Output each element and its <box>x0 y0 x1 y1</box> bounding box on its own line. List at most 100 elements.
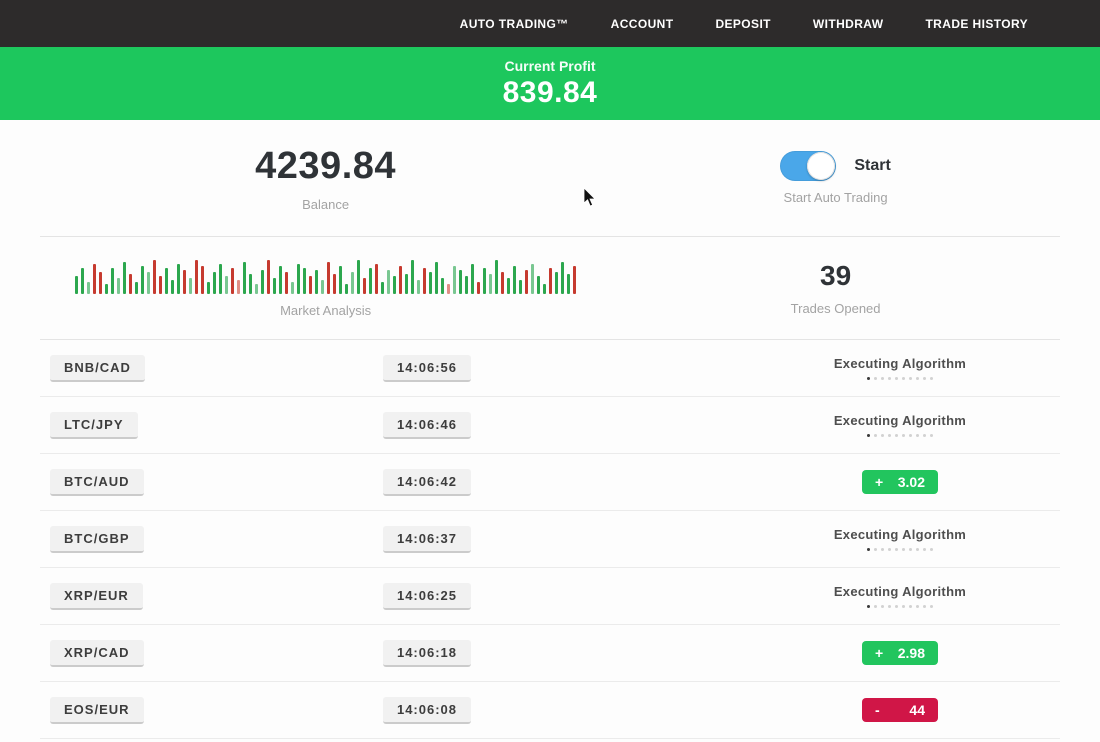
market-bar <box>123 262 127 294</box>
pair-badge: XRP/CAD <box>50 639 144 667</box>
market-bar <box>303 268 307 294</box>
trade-result-badge: - 44 <box>862 698 938 722</box>
trades-opened-value: 39 <box>820 260 852 291</box>
result-value: 44 <box>909 702 925 718</box>
trade-result-badge: +3.02 <box>862 470 938 494</box>
market-bar <box>141 266 145 294</box>
market-bar <box>87 282 91 294</box>
market-bar <box>369 268 373 294</box>
market-bar <box>153 260 157 294</box>
market-bar <box>225 276 229 294</box>
market-bar <box>549 268 553 294</box>
nav-account[interactable]: ACCOUNT <box>610 16 674 31</box>
pair-badge: EOS/EUR <box>50 696 144 724</box>
market-bar <box>513 266 517 294</box>
pair-badge: BTC/AUD <box>50 468 144 496</box>
trade-row: LTC/JPY 14:06:46 Executing Algorithm <box>40 397 1060 454</box>
market-bar <box>219 264 223 294</box>
nav-trade-history[interactable]: TRADE HISTORY <box>925 16 1028 31</box>
market-bar <box>297 264 301 294</box>
balance-label: Balance <box>302 196 350 212</box>
toggle-knob <box>807 152 836 180</box>
result-value: 3.02 <box>897 474 925 490</box>
market-bar <box>249 274 253 294</box>
trade-time-badge: 14:06:37 <box>382 525 472 553</box>
market-analysis-label: Market Analysis <box>280 303 372 318</box>
result-value: 2.98 <box>897 645 925 661</box>
trade-time-badge: 14:06:46 <box>382 411 472 439</box>
market-bar <box>435 262 439 294</box>
market-bar <box>339 266 343 294</box>
market-bar <box>495 260 499 294</box>
nav-auto-trading[interactable]: AUTO TRADING™ <box>459 16 569 31</box>
market-bar <box>447 284 451 294</box>
nav-deposit[interactable]: DEPOSIT <box>715 16 771 31</box>
market-bar <box>195 260 199 294</box>
market-bar <box>147 272 151 294</box>
market-analysis-chart <box>75 258 577 294</box>
trade-time-badge: 14:06:25 <box>382 582 472 610</box>
market-analysis-stat: Market Analysis <box>40 237 611 339</box>
market-bar <box>129 274 133 294</box>
progress-dots <box>867 377 933 380</box>
market-bar <box>381 282 385 294</box>
market-bar <box>555 272 559 294</box>
market-bar <box>387 270 391 294</box>
market-bar <box>483 268 487 294</box>
start-auto-trading-label: Start Auto Trading <box>783 190 888 205</box>
start-auto-trading-toggle[interactable] <box>780 151 837 181</box>
market-bar <box>573 266 577 294</box>
current-profit-label: Current Profit <box>504 57 596 74</box>
market-bar <box>471 264 475 294</box>
pair-badge: BTC/GBP <box>50 525 144 553</box>
top-navigation: AUTO TRADING™ ACCOUNT DEPOSIT WITHDRAW T… <box>0 0 1100 47</box>
market-bar <box>117 278 121 294</box>
trade-row: BTC/AUD 14:06:42 +3.02 <box>40 454 1060 511</box>
market-bar <box>423 268 427 294</box>
market-bar <box>417 280 421 294</box>
market-bar <box>531 264 535 294</box>
progress-dots <box>867 605 933 608</box>
market-bar <box>93 264 97 294</box>
market-analysis-section: Market Analysis 39 Trades Opened <box>40 237 1060 340</box>
market-bar <box>135 282 139 294</box>
trade-time-badge: 14:06:56 <box>382 354 472 382</box>
market-bar <box>345 284 349 294</box>
market-bar <box>429 272 433 294</box>
market-bar <box>111 268 115 294</box>
market-bar <box>399 266 403 294</box>
start-toggle-label: Start <box>854 157 891 174</box>
market-bar <box>567 274 571 294</box>
current-profit-value: 839.84 <box>502 75 598 109</box>
market-bar <box>207 282 211 294</box>
market-bar <box>351 272 355 294</box>
trades-opened-label: Trades Opened <box>790 301 881 316</box>
nav-withdraw[interactable]: WITHDRAW <box>812 16 884 31</box>
auto-trading-stat: Start Start Auto Trading <box>611 120 1060 236</box>
executing-algorithm-label: Executing Algorithm <box>833 413 967 428</box>
market-bar <box>267 260 271 294</box>
market-bar <box>375 264 379 294</box>
market-bar <box>273 278 277 294</box>
market-bar <box>75 276 79 294</box>
market-bar <box>237 280 241 294</box>
trade-row: XRP/EUR 14:06:25 Executing Algorithm <box>40 568 1060 625</box>
market-bar <box>405 274 409 294</box>
market-bar <box>411 260 415 294</box>
market-bar <box>255 284 259 294</box>
balance-value: 4239.84 <box>255 144 397 187</box>
market-bar <box>201 266 205 294</box>
market-bar <box>315 270 319 294</box>
market-bar <box>561 262 565 294</box>
mouse-cursor-icon <box>583 188 596 207</box>
market-bar <box>363 278 367 294</box>
market-bar <box>177 264 181 294</box>
current-profit-banner: Current Profit 839.84 <box>0 47 1100 120</box>
market-bar <box>543 284 547 294</box>
market-bar <box>81 268 85 294</box>
trade-time-badge: 14:06:18 <box>382 639 472 667</box>
market-bar <box>171 280 175 294</box>
progress-dots <box>867 434 933 437</box>
market-bar <box>105 284 109 294</box>
